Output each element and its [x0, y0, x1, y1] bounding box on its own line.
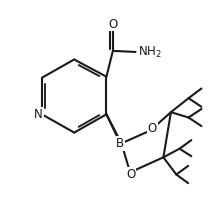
- Text: O: O: [147, 122, 157, 135]
- Text: O: O: [126, 168, 135, 181]
- Text: O: O: [108, 18, 118, 31]
- Text: N: N: [34, 108, 43, 121]
- Text: NH$_2$: NH$_2$: [138, 44, 161, 59]
- Text: B: B: [116, 137, 124, 150]
